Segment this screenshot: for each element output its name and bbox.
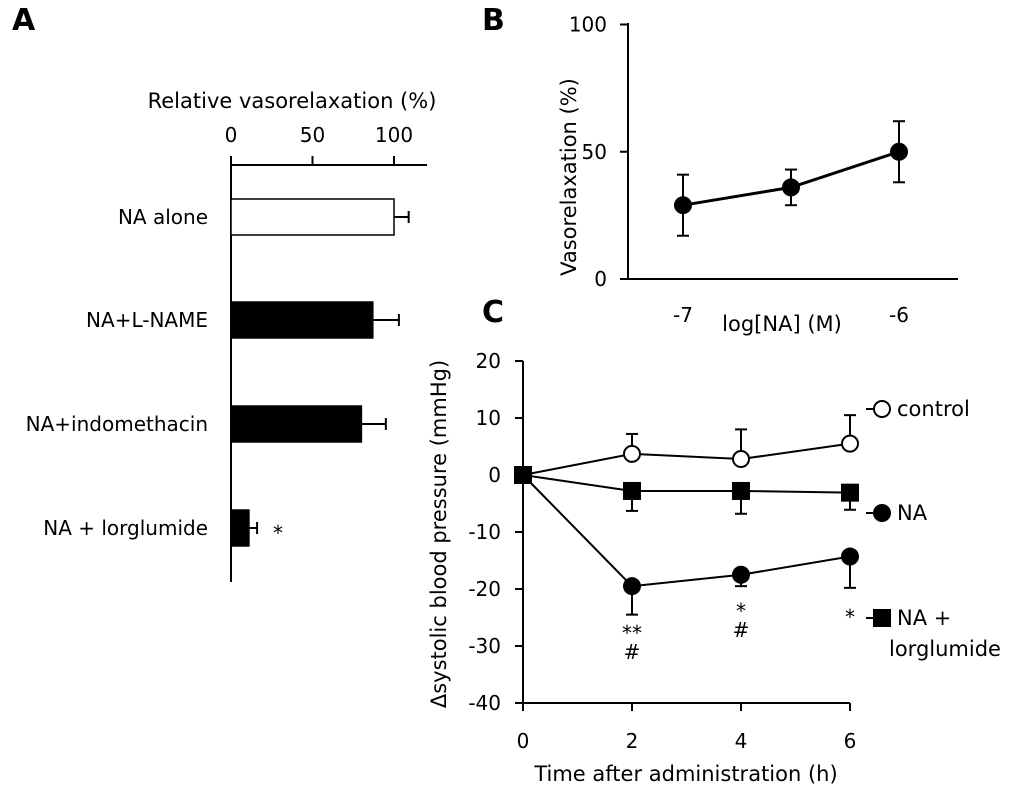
panel-c-y-axis-title: Δsystolic blood pressure (mmHg) [427,360,451,708]
panel-b-y-tick-label: 50 [582,140,607,164]
panel-label-a: A [12,3,36,38]
panel-b-y-tick-label: 0 [594,267,607,291]
panel-c-legend-marker [873,609,891,627]
panel-c-data-point [732,450,750,469]
panel-c-data-point [841,434,859,453]
panel-c-line-chart: Time after administration (h) Δsystolic … [427,349,1001,786]
panel-a-bar-chart: Relative vasorelaxation (%) 0 50 100 NA alo… [26,89,437,582]
panel-c-data-point [732,565,750,584]
panel-a-bar [230,198,395,236]
panel-c-significance-marker: ** [622,621,642,645]
panel-a-x-tick-label: 100 [375,123,413,147]
panel-c-data-point [514,466,532,484]
panel-a-bar [230,301,374,339]
panel-c-data-point [732,481,750,500]
panel-a-category-label: NA+indomethacin [26,412,208,436]
panel-a-category-label: NA alone [118,205,208,229]
panel-b-data-point [674,196,692,215]
panel-c-legend-marker [873,504,891,522]
panel-c-y-tick-label: -10 [468,520,501,544]
panel-c-data-point [841,483,859,502]
panel-a-bar [230,509,250,547]
panel-b-x-tick-label: -7 [673,303,693,327]
panel-c-significance-marker: # [733,618,750,642]
panel-c-legend-marker [873,400,891,418]
panel-label-b: B [482,3,505,38]
panel-label-c: C [482,295,504,330]
panel-b-line-chart: log[NA] (M) Vasorelaxation (%) 0 50 100 -7 -… [557,13,958,336]
panel-c-legend-label: control [897,397,970,421]
panel-c-y-tick-label: -30 [468,634,501,658]
panel-b-data-point [890,142,908,161]
panel-c-significance-marker: # [624,640,641,664]
panel-c-series-line [522,442,851,476]
panel-a-bar [230,405,363,443]
panel-c-significance-marker: * [736,599,746,623]
panel-c-y-tick-label: 0 [488,463,501,487]
panel-a-x-axis-title: Relative vasorelaxation (%) [148,89,437,113]
panel-a-x-tick-label: 0 [225,123,238,147]
panel-a-significance-marker: * [273,521,283,545]
panel-a-x-tick-label: 50 [300,123,325,147]
panel-a-category-label: NA+L-NAME [86,308,208,332]
panel-c-series-line [522,474,851,494]
panel-b-y-axis-title: Vasorelaxation (%) [557,78,581,276]
panel-a-category-label: NA + lorglumide [43,516,208,540]
panel-c-x-tick-label: 4 [735,729,748,753]
panel-c-data-point [623,481,641,500]
panel-c-y-tick-label: 20 [476,349,501,373]
panel-b-x-axis-title: log[NA] (M) [722,312,842,336]
panel-b-x-tick-label: -6 [889,303,909,327]
panel-c-y-tick-label: -40 [468,691,501,715]
panel-c-data-point [623,444,641,463]
panel-c-x-tick-label: 6 [844,729,857,753]
panel-c-significance-marker: * [845,605,855,629]
panel-c-x-tick-label: 0 [517,729,530,753]
panel-c-legend-label: lorglumide [889,637,1001,661]
panel-b-y-tick-label: 100 [569,13,607,37]
panel-c-series-line [522,474,851,588]
panel-c-data-point [841,547,859,566]
panel-b-data-point [782,178,800,197]
panel-c-legend-label: NA + [897,606,951,630]
panel-c-data-point [623,577,641,596]
panel-c-legend-label: NA [897,501,928,525]
panel-c-y-tick-label: -20 [468,577,501,601]
panel-c-x-tick-label: 2 [626,729,639,753]
panel-c-y-tick-label: 10 [476,406,501,430]
panel-c-x-axis-title: Time after administration (h) [533,762,837,786]
